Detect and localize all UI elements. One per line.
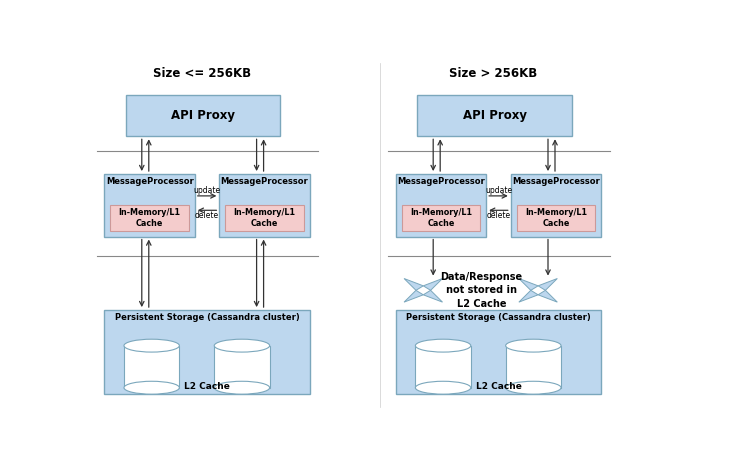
FancyBboxPatch shape: [220, 174, 310, 237]
FancyBboxPatch shape: [396, 174, 487, 237]
Text: API Proxy: API Proxy: [171, 109, 235, 122]
Text: update: update: [485, 186, 512, 195]
Polygon shape: [519, 290, 538, 302]
FancyBboxPatch shape: [402, 205, 481, 231]
Text: In-Memory/L1
Cache: In-Memory/L1 Cache: [233, 208, 296, 228]
Polygon shape: [423, 290, 442, 302]
Polygon shape: [538, 279, 557, 290]
FancyBboxPatch shape: [124, 345, 180, 388]
Text: Data/Response
not stored in
L2 Cache: Data/Response not stored in L2 Cache: [441, 272, 523, 308]
Text: L2 Cache: L2 Cache: [475, 382, 521, 391]
Text: Size > 256KB: Size > 256KB: [449, 66, 538, 80]
Polygon shape: [423, 279, 442, 290]
Text: In-Memory/L1
Cache: In-Memory/L1 Cache: [119, 208, 180, 228]
Ellipse shape: [505, 381, 561, 394]
FancyBboxPatch shape: [505, 345, 561, 388]
FancyBboxPatch shape: [105, 310, 310, 394]
Text: In-Memory/L1
Cache: In-Memory/L1 Cache: [410, 208, 472, 228]
Text: Persistent Storage (Cassandra cluster): Persistent Storage (Cassandra cluster): [115, 312, 299, 322]
FancyBboxPatch shape: [225, 205, 304, 231]
Ellipse shape: [214, 381, 270, 394]
Text: API Proxy: API Proxy: [462, 109, 526, 122]
Text: MessageProcessor: MessageProcessor: [220, 177, 308, 186]
Text: delete: delete: [487, 212, 511, 220]
Ellipse shape: [415, 381, 471, 394]
Text: MessageProcessor: MessageProcessor: [512, 177, 600, 186]
FancyBboxPatch shape: [417, 95, 572, 136]
Text: update: update: [193, 186, 220, 195]
Polygon shape: [404, 279, 423, 290]
Text: Size <= 256KB: Size <= 256KB: [153, 66, 251, 80]
Ellipse shape: [124, 381, 180, 394]
Polygon shape: [404, 290, 423, 302]
FancyBboxPatch shape: [214, 345, 270, 388]
Ellipse shape: [505, 339, 561, 352]
Polygon shape: [519, 279, 538, 290]
Text: Persistent Storage (Cassandra cluster): Persistent Storage (Cassandra cluster): [406, 312, 591, 322]
FancyBboxPatch shape: [396, 310, 601, 394]
Ellipse shape: [124, 339, 180, 352]
FancyBboxPatch shape: [511, 174, 601, 237]
FancyBboxPatch shape: [415, 345, 471, 388]
FancyBboxPatch shape: [126, 95, 280, 136]
Text: MessageProcessor: MessageProcessor: [397, 177, 485, 186]
Text: delete: delete: [195, 212, 219, 220]
Text: MessageProcessor: MessageProcessor: [106, 177, 193, 186]
Ellipse shape: [214, 339, 270, 352]
Ellipse shape: [415, 339, 471, 352]
FancyBboxPatch shape: [111, 205, 189, 231]
Text: In-Memory/L1
Cache: In-Memory/L1 Cache: [525, 208, 587, 228]
Polygon shape: [538, 290, 557, 302]
FancyBboxPatch shape: [517, 205, 596, 231]
FancyBboxPatch shape: [105, 174, 195, 237]
Text: L2 Cache: L2 Cache: [184, 382, 230, 391]
